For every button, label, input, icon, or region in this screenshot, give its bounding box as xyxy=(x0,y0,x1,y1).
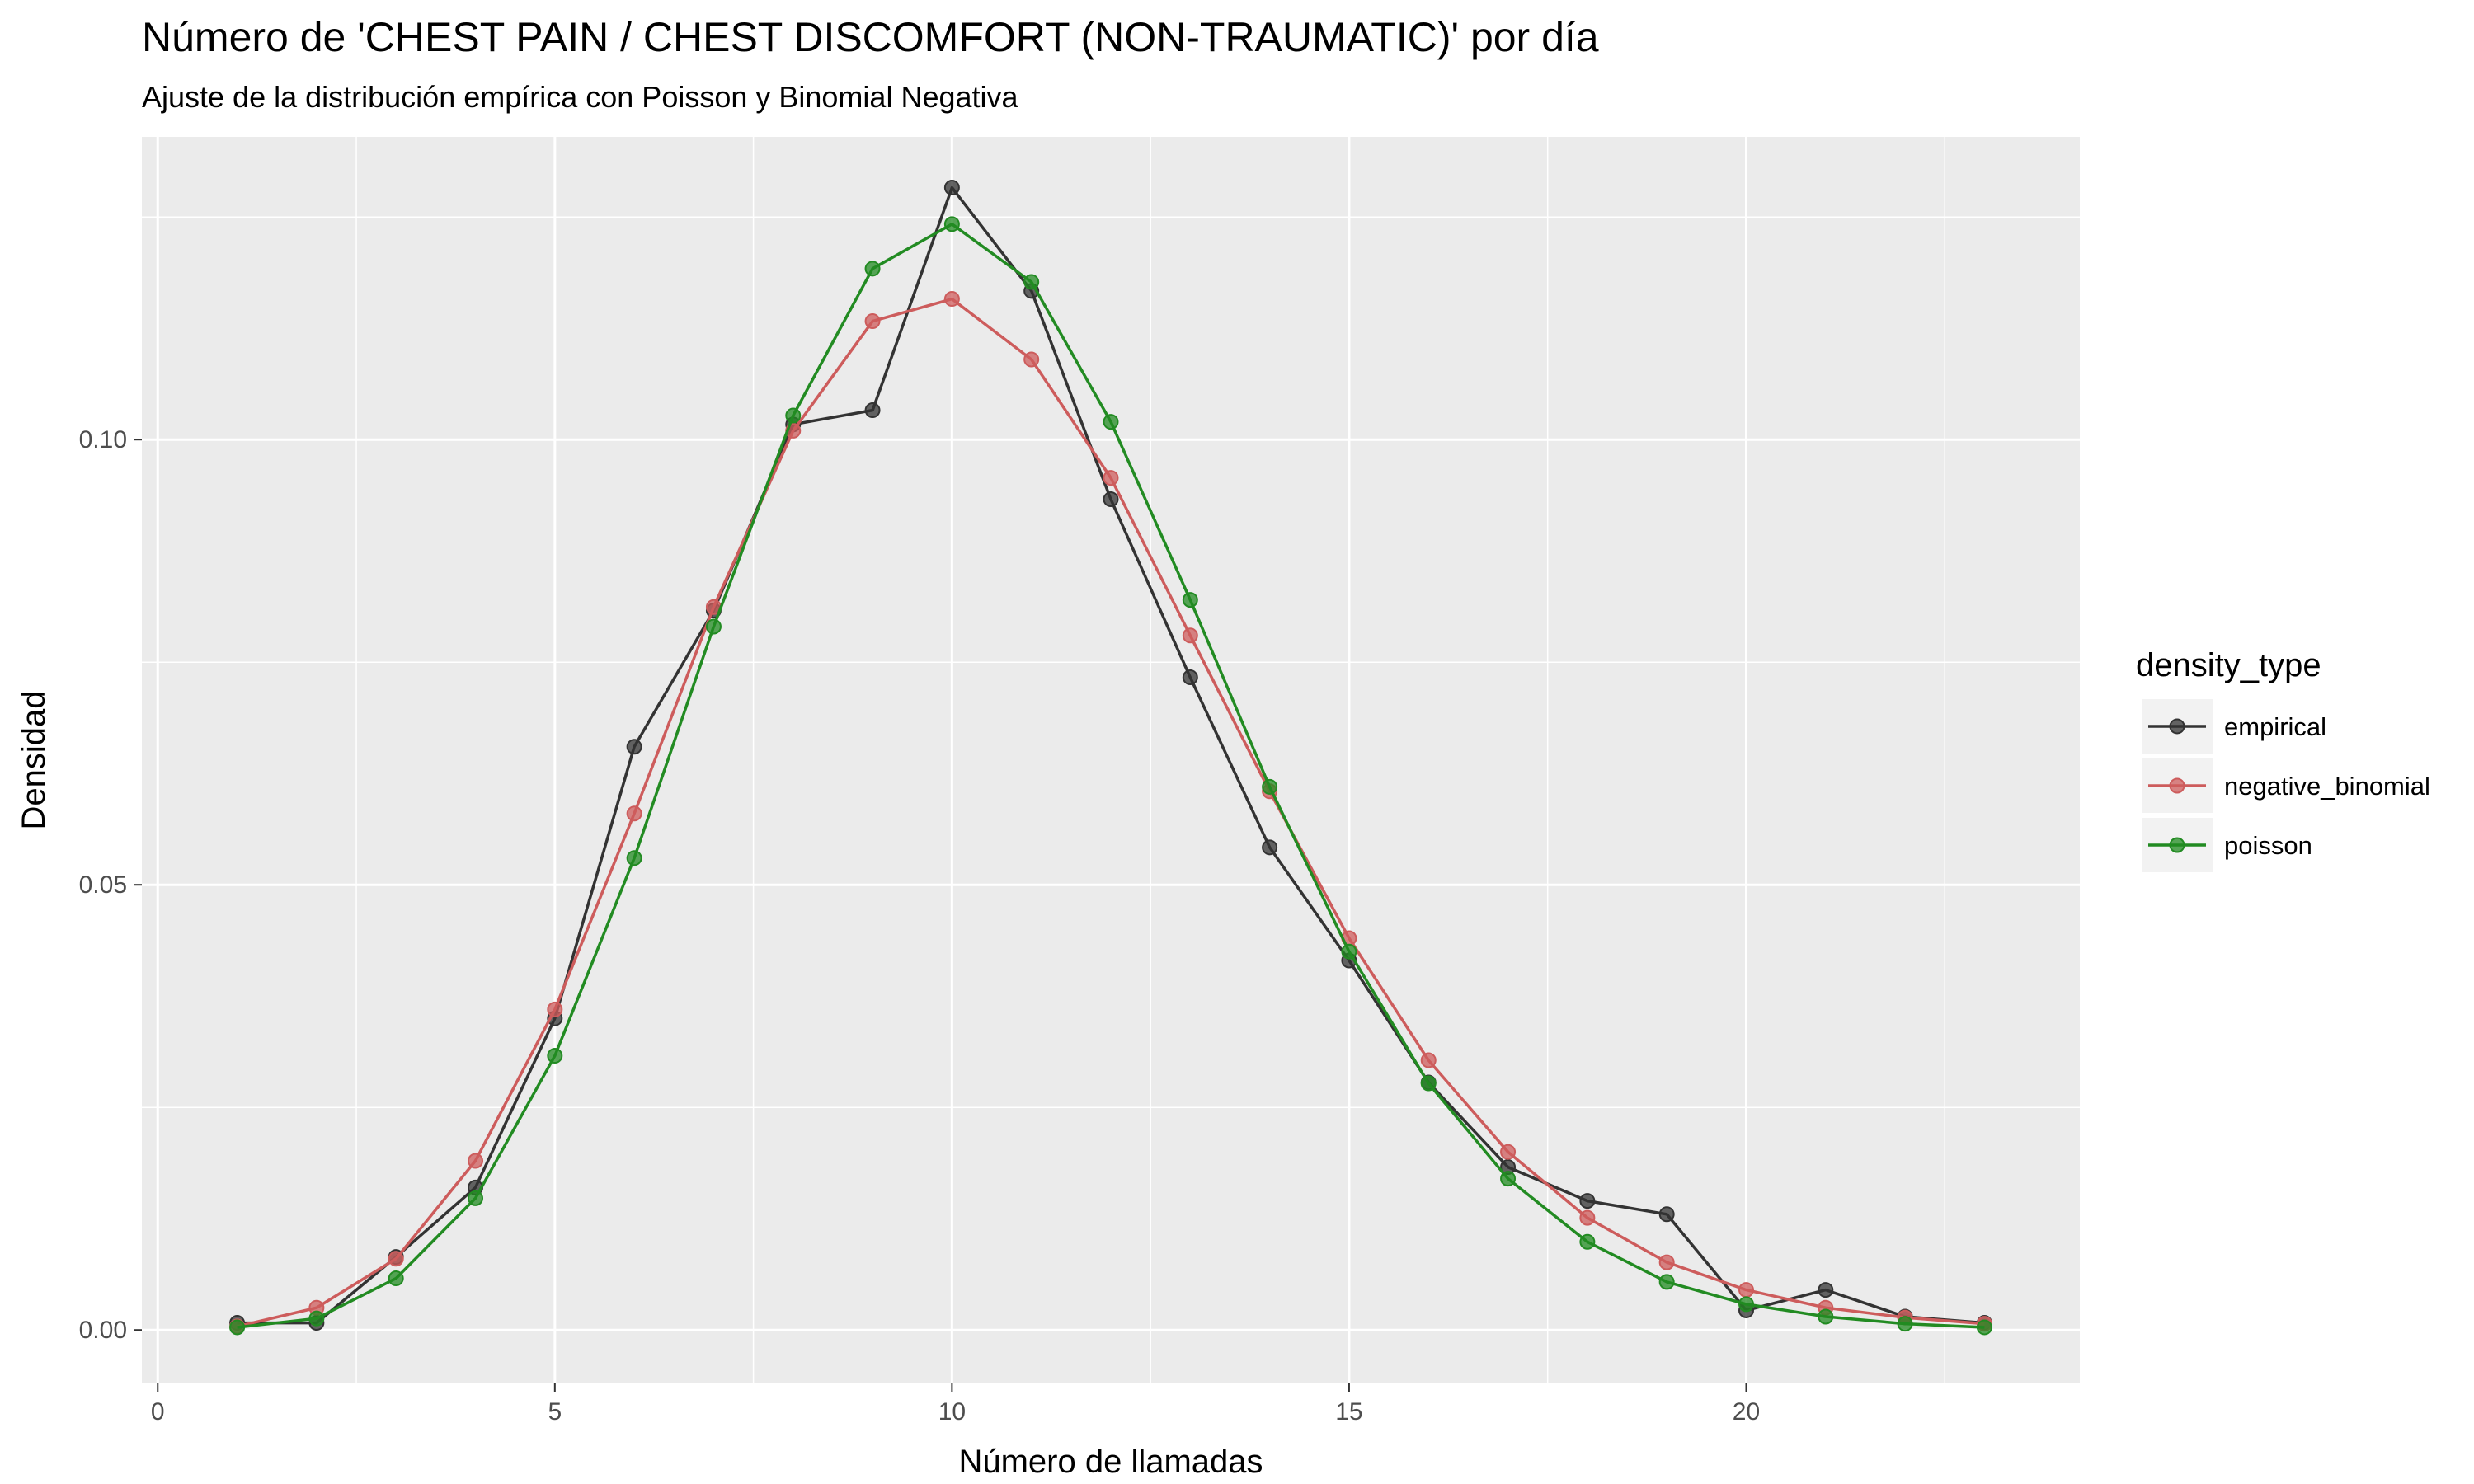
data-point xyxy=(1262,839,1278,856)
x-axis-title: Número de llamadas xyxy=(958,1444,1263,1480)
data-point xyxy=(1897,1316,1913,1332)
chart-title: Número de 'CHEST PAIN / CHEST DISCOMFORT… xyxy=(142,14,1599,60)
data-point xyxy=(1579,1193,1596,1209)
legend-item-empirical: empirical xyxy=(2142,699,2326,754)
data-point xyxy=(1182,627,1198,644)
data-point xyxy=(1341,943,1357,960)
data-point xyxy=(1103,491,1119,508)
x-tick-label: 0 xyxy=(151,1398,165,1425)
chart-subtitle: Ajuste de la distribución empírica con P… xyxy=(142,80,1019,114)
data-point xyxy=(626,739,642,755)
data-point xyxy=(705,618,722,635)
data-point xyxy=(468,1153,484,1169)
data-point xyxy=(943,216,960,232)
data-point xyxy=(864,313,881,330)
data-point xyxy=(943,180,960,196)
data-point xyxy=(1420,1075,1437,1092)
legend-key-point xyxy=(2169,718,2185,735)
data-point xyxy=(785,407,802,424)
data-point xyxy=(1103,470,1119,486)
data-point xyxy=(626,805,642,822)
data-point xyxy=(1738,1296,1754,1313)
data-point xyxy=(1262,778,1278,795)
data-point xyxy=(547,1048,563,1064)
data-point xyxy=(1182,669,1198,686)
legend-label: negative_binomial xyxy=(2224,772,2430,801)
legend-label: empirical xyxy=(2224,712,2326,741)
data-point xyxy=(1500,1144,1517,1160)
series-layer xyxy=(229,180,1992,1336)
y-tick-label: 0.05 xyxy=(79,871,127,899)
data-point xyxy=(1738,1282,1754,1298)
data-point xyxy=(1579,1209,1596,1226)
y-tick-label: 0.00 xyxy=(79,1317,127,1344)
y-axis: 0.00 0.05 0.10 xyxy=(79,426,142,1344)
data-point xyxy=(1818,1282,1834,1298)
series-poisson xyxy=(229,216,1992,1336)
data-point xyxy=(1023,351,1040,368)
data-point xyxy=(1500,1171,1517,1187)
data-point xyxy=(864,261,881,277)
data-point xyxy=(547,1001,563,1017)
data-point xyxy=(1818,1308,1834,1325)
legend-label: poisson xyxy=(2224,831,2312,860)
data-point xyxy=(1658,1274,1675,1290)
data-point xyxy=(943,291,960,308)
data-point xyxy=(388,1270,404,1287)
data-point xyxy=(626,850,642,866)
legend-item-poisson: poisson xyxy=(2142,818,2312,872)
y-tick-label: 0.10 xyxy=(79,426,127,453)
data-point xyxy=(308,1310,325,1327)
x-tick-label: 20 xyxy=(1733,1398,1760,1425)
legend: density_type empirical negative_binomialp… xyxy=(2136,647,2430,872)
legend-key-point xyxy=(2169,777,2185,794)
data-point xyxy=(1579,1233,1596,1250)
x-axis: 0 5 10 15 20 xyxy=(151,1383,1760,1425)
legend-item-negative-binomial: negative_binomial xyxy=(2142,758,2430,813)
data-point xyxy=(388,1251,404,1267)
data-point xyxy=(864,402,881,419)
y-axis-title: Densidad xyxy=(16,690,52,829)
data-point xyxy=(1658,1254,1675,1270)
x-tick-label: 15 xyxy=(1335,1398,1362,1425)
legend-key-point xyxy=(2169,837,2185,853)
x-tick-label: 5 xyxy=(548,1398,562,1425)
data-point xyxy=(1023,274,1040,290)
data-point xyxy=(1420,1052,1437,1068)
data-point xyxy=(229,1319,246,1336)
plot-panel xyxy=(142,137,2080,1383)
x-tick-label: 10 xyxy=(938,1398,966,1425)
grid-major xyxy=(142,137,2080,1383)
data-point xyxy=(468,1190,484,1206)
legend-title: density_type xyxy=(2136,647,2321,683)
data-point xyxy=(1103,414,1119,430)
grid-minor xyxy=(142,137,2080,1383)
data-point xyxy=(1658,1206,1675,1223)
data-point xyxy=(1182,592,1198,608)
data-point xyxy=(1976,1319,1992,1336)
